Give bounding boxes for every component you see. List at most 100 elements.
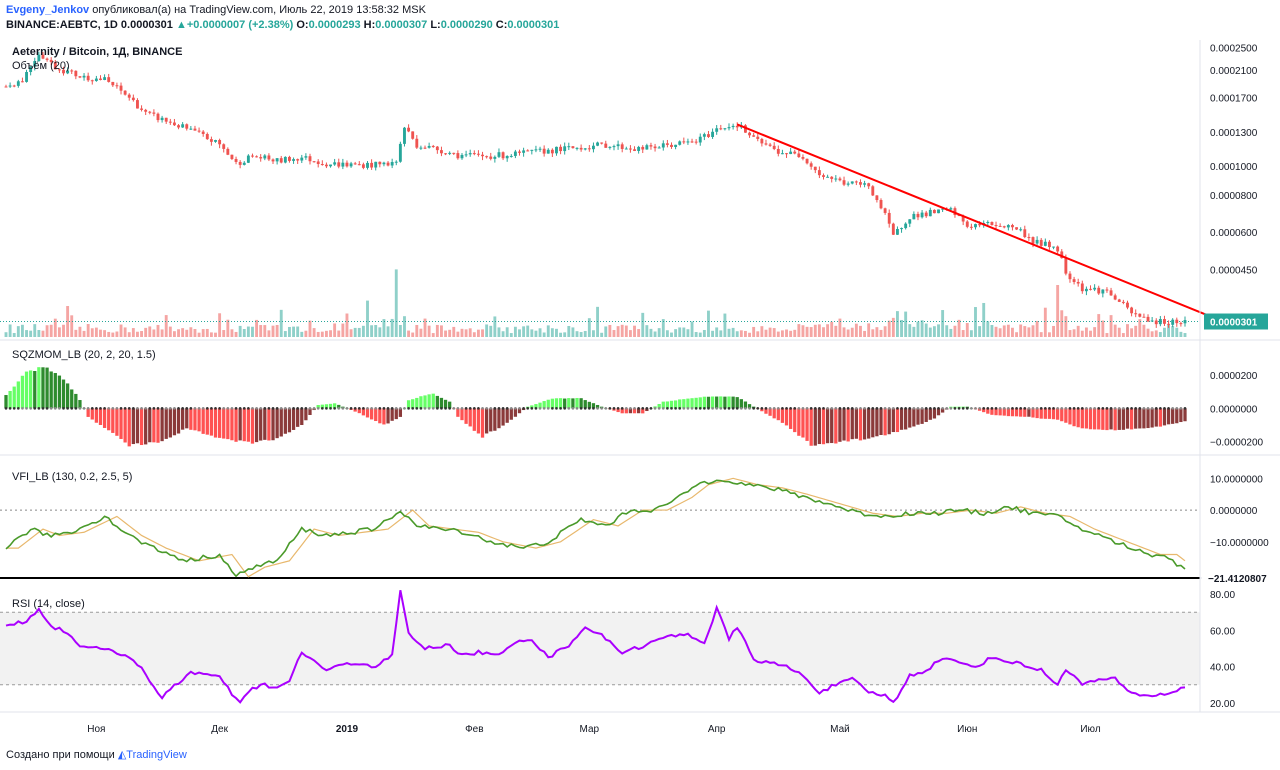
volume-bar: [661, 319, 665, 337]
sqz-bar: [226, 408, 230, 440]
sqz-bar: [361, 408, 366, 416]
sqzmom-title[interactable]: SQZMOM_LB (20, 2, 20, 1.5): [12, 349, 156, 361]
vfi-line: [5, 479, 1186, 578]
sqz-dot: [90, 407, 94, 410]
candle-body: [189, 128, 193, 130]
candle-body: [592, 145, 595, 150]
candle-body: [99, 78, 102, 80]
volume-bar: [497, 327, 501, 337]
sqz-dot: [148, 407, 152, 410]
volume-bar: [320, 331, 324, 337]
candle-body: [123, 90, 127, 95]
sqz-bar: [846, 408, 850, 442]
sqz-dot: [625, 407, 628, 410]
volume-bar: [1113, 324, 1117, 337]
candle-body: [752, 135, 756, 137]
candle-body: [530, 149, 534, 151]
candle-body: [649, 145, 653, 147]
author-link[interactable]: Evgeny_Jenkov: [6, 4, 90, 16]
sqz-dot: [838, 407, 842, 410]
candle-body: [140, 108, 144, 110]
volume-bar: [887, 320, 891, 337]
sqz-dot: [1002, 407, 1006, 410]
sqz-bar: [172, 408, 177, 436]
sqz-dot: [1183, 407, 1187, 410]
sqz-bar: [98, 408, 103, 425]
sqz-bar: [793, 408, 797, 433]
rsi-title[interactable]: RSI (14, close): [12, 598, 85, 610]
sqz-dot: [1035, 407, 1039, 410]
sqz-bar: [912, 408, 916, 427]
sqz-dot: [423, 407, 427, 410]
volume-bar: [267, 330, 271, 337]
sqz-bar: [546, 399, 550, 409]
candle-body: [226, 148, 230, 155]
volume-bar: [1084, 327, 1088, 337]
sqz-bar: [250, 408, 255, 444]
sqz-bar: [879, 408, 883, 436]
sqz-dot: [477, 407, 480, 410]
volume-bar: [8, 324, 12, 337]
candle-body: [119, 85, 123, 91]
sqz-dot: [29, 407, 32, 410]
volume-bar: [813, 324, 817, 337]
volume-bar: [686, 329, 690, 337]
sqz-dot: [279, 407, 283, 410]
sqz-bar: [887, 408, 891, 435]
sqz-dot: [189, 407, 193, 410]
volume-bar: [592, 330, 595, 337]
sqz-bar: [1051, 408, 1056, 420]
sqz-dot: [111, 407, 115, 410]
sqz-dot: [1150, 407, 1154, 410]
sqz-dot: [961, 407, 965, 410]
volume-bar: [255, 319, 259, 337]
sqz-bar: [16, 381, 20, 409]
volume-bar: [1138, 319, 1142, 337]
volume-bar: [493, 316, 497, 337]
sqz-dot: [526, 407, 530, 410]
volume-bar: [1060, 310, 1064, 337]
sqz-dot: [181, 407, 184, 410]
volume-bar: [464, 329, 468, 337]
sqz-bar: [899, 408, 904, 430]
candle-body: [164, 117, 168, 122]
sqz-bar: [181, 408, 185, 430]
candle-body: [1043, 241, 1047, 246]
sqz-dot: [501, 407, 505, 410]
sqz-bar: [1129, 408, 1134, 430]
candle-body: [476, 153, 480, 155]
sqz-bar: [29, 370, 33, 409]
price-axis-tick: 0.0000600: [1210, 228, 1258, 239]
tradingview-link[interactable]: TradingView: [126, 749, 187, 761]
sqz-dot: [1142, 407, 1146, 410]
volume-bar: [990, 325, 994, 337]
sqz-dot: [1179, 407, 1183, 410]
volume-indicator-title[interactable]: Объём (20): [12, 60, 70, 72]
volume-bar: [1080, 330, 1084, 337]
volume-bar: [670, 332, 673, 337]
sqz-dot: [1039, 407, 1043, 410]
volume-bar: [1076, 325, 1080, 337]
vfi-title[interactable]: VFI_LB (130, 0.2, 2.5, 5): [12, 471, 133, 483]
sqz-bar: [1125, 408, 1130, 429]
sqz-bar: [197, 408, 201, 432]
candle-body: [522, 150, 526, 153]
volume-bar: [538, 328, 542, 337]
volume-bar: [822, 327, 825, 337]
volume-bar: [115, 331, 119, 337]
sqz-dot: [17, 407, 20, 410]
volume-bar: [481, 329, 484, 337]
sqz-bar: [275, 408, 279, 439]
sqz-dot: [1015, 407, 1018, 410]
sqz-bar: [760, 408, 764, 412]
sqz-dot: [551, 407, 554, 410]
sqz-dot: [74, 407, 78, 410]
sqz-dot: [468, 407, 472, 410]
volume-bar: [189, 327, 193, 337]
sqz-dot: [715, 407, 718, 410]
volume-bar: [768, 327, 772, 337]
sqz-dot: [846, 407, 850, 410]
candle-body: [493, 156, 497, 159]
volume-bar: [1011, 327, 1014, 337]
